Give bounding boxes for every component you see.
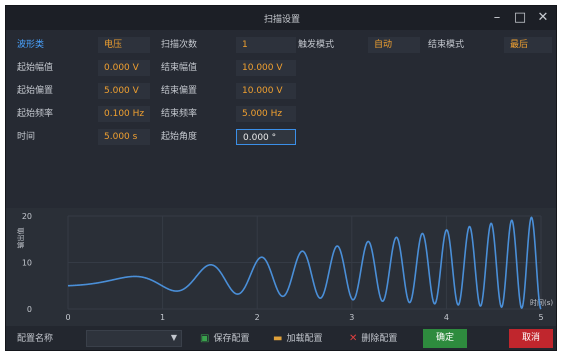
save-config-button[interactable]: ▣ 保存配置 <box>198 330 249 347</box>
start-frequency-input[interactable]: 0.100 Hz <box>98 106 150 122</box>
window-title: 扫描设置 <box>263 15 300 25</box>
y-tick-label: 0 <box>27 305 32 314</box>
y-tick-label: 20 <box>22 212 32 221</box>
x-tick-label: 1 <box>160 313 165 322</box>
end-amplitude-label: 结束幅值 <box>161 63 198 73</box>
y-axis-label: 输出值 <box>16 228 25 249</box>
y-tick-labels: 0 10 20 <box>22 212 32 314</box>
sweep-count-label: 扫描次数 <box>161 40 198 50</box>
start-amplitude-label: 起始幅值 <box>17 63 54 73</box>
minimize-button[interactable]: – <box>493 10 501 25</box>
start-offset-input[interactable]: 5.000 V <box>98 83 150 99</box>
load-config-label: 加载配置 <box>286 334 323 344</box>
save-icon: ▣ <box>200 333 210 344</box>
start-frequency-label: 起始频率 <box>17 109 54 119</box>
x-axis-label: 时间(s) <box>530 298 553 307</box>
time-input[interactable]: 5.000 s <box>98 129 150 145</box>
title-bar: 扫描设置 – □ ✕ <box>6 6 556 30</box>
load-config-button[interactable]: ▬ 加载配置 <box>271 330 322 347</box>
chevron-down-icon: ▼ <box>170 333 177 342</box>
waveform-type-select[interactable]: 电压 <box>98 37 150 53</box>
sweep-settings-window: 扫描设置 – □ ✕ 波形类 电压 扫描次数 1 触发模式 自动 结束模式 最后… <box>5 5 557 351</box>
end-amplitude-input[interactable]: 10.000 V <box>236 60 296 76</box>
close-button[interactable]: ✕ <box>537 10 549 25</box>
maximize-button[interactable]: □ <box>513 10 527 25</box>
end-offset-label: 结束偏置 <box>161 86 198 96</box>
sweep-count-input[interactable]: 1 <box>236 37 296 53</box>
x-tick-label: 5 <box>538 313 543 322</box>
y-tick-label: 10 <box>22 259 32 268</box>
x-tick-labels: 0 1 2 3 4 5 <box>65 313 543 322</box>
delete-icon: ✕ <box>349 333 358 344</box>
waveform-type-label: 波形类 <box>17 40 45 50</box>
waveform-line <box>67 216 542 310</box>
end-frequency-input[interactable]: 5.000 Hz <box>236 106 296 122</box>
folder-icon: ▬ <box>273 333 283 344</box>
x-tick-label: 3 <box>349 313 354 322</box>
x-tick-label: 4 <box>444 313 449 322</box>
start-phase-label: 起始角度 <box>161 132 198 142</box>
config-name-label: 配置名称 <box>17 334 54 344</box>
end-offset-input[interactable]: 10.000 V <box>236 83 296 99</box>
trigger-mode-label: 触发模式 <box>298 40 335 50</box>
start-phase-input[interactable]: 0.000 ° <box>236 129 296 145</box>
cancel-button[interactable]: 取消 <box>509 329 553 348</box>
chart-grid <box>67 215 542 310</box>
bottom-toolbar: 配置名称 ▼ ▣ 保存配置 ▬ 加载配置 ✕ 删除配置 确定 取消 <box>6 326 556 350</box>
x-tick-label: 0 <box>65 313 70 322</box>
x-tick-label: 2 <box>255 313 260 322</box>
waveform-chart-svg: 输出值 时间(s) 0 10 20 0 1 2 3 4 5 <box>16 212 553 322</box>
end-mode-label: 结束模式 <box>428 40 465 50</box>
delete-config-label: 删除配置 <box>361 334 398 344</box>
save-config-label: 保存配置 <box>213 334 250 344</box>
config-name-combo[interactable]: ▼ <box>86 330 182 347</box>
end-mode-select[interactable]: 最后 <box>504 37 552 53</box>
start-amplitude-input[interactable]: 0.000 V <box>98 60 150 76</box>
end-frequency-label: 结束频率 <box>161 109 198 119</box>
start-offset-label: 起始偏置 <box>17 86 54 96</box>
waveform-preview-chart: 输出值 时间(s) 0 10 20 0 1 2 3 4 5 <box>6 208 556 326</box>
ok-button[interactable]: 确定 <box>423 329 467 348</box>
trigger-mode-select[interactable]: 自动 <box>368 37 420 53</box>
delete-config-button[interactable]: ✕ 删除配置 <box>347 330 397 347</box>
time-label: 时间 <box>17 132 36 142</box>
